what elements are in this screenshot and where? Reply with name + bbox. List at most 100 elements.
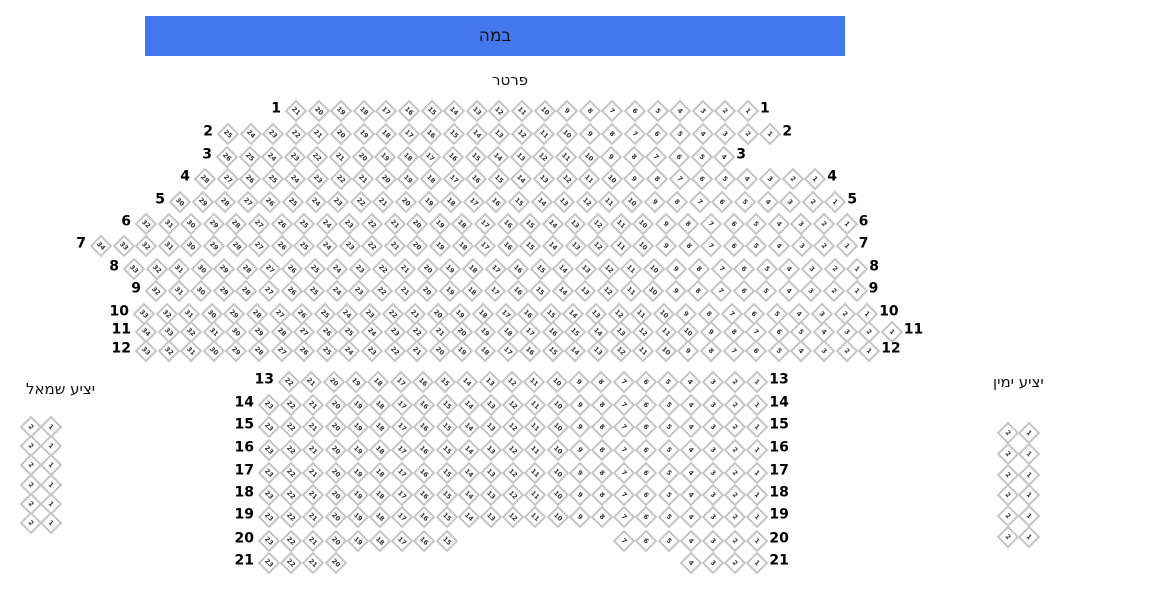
seat-row-13[interactable]: 22 <box>277 370 301 394</box>
seat-row-16[interactable]: 4 <box>679 438 703 462</box>
seat-row-18[interactable]: 23 <box>257 483 281 507</box>
seat-row-16[interactable]: 13 <box>479 438 503 462</box>
seat-row-6[interactable]: 16 <box>496 212 519 236</box>
seat-row-5[interactable]: 13 <box>552 190 576 214</box>
seat-row-8[interactable]: 28 <box>235 257 259 281</box>
seat-row-5[interactable]: 25 <box>281 190 305 214</box>
seat-row-16[interactable]: 14 <box>457 438 481 462</box>
seat-row-9[interactable]: 12 <box>596 279 620 303</box>
seat-row-14[interactable]: 18 <box>368 393 392 417</box>
seat-row-2[interactable]: 12 <box>510 122 534 146</box>
seat-row-21[interactable]: 20 <box>324 551 347 575</box>
seat-row-7[interactable]: 21 <box>383 234 407 258</box>
seat-row-5[interactable]: 17 <box>462 190 486 214</box>
seat-row-5[interactable]: 20 <box>394 190 418 214</box>
seat-row-16[interactable]: 21 <box>302 438 325 462</box>
seat-row-12[interactable]: 1 <box>857 339 881 363</box>
seat-row-3[interactable]: 13 <box>509 145 533 169</box>
seat-row-19[interactable]: 8 <box>590 505 614 529</box>
seat-row-16[interactable]: 18 <box>368 438 392 462</box>
seat-row-7[interactable]: 20 <box>406 234 429 258</box>
seat-row-8[interactable]: 27 <box>258 257 281 281</box>
seat-row-6[interactable]: 21 <box>383 212 406 236</box>
seat-row-18[interactable]: 6 <box>635 483 658 507</box>
seat-row-1[interactable]: 13 <box>465 99 489 123</box>
seat-row-6[interactable]: 2 <box>812 212 836 236</box>
seat-row-12[interactable]: 3 <box>812 339 836 363</box>
seat-row-14[interactable]: 23 <box>257 393 281 417</box>
seat-row-13[interactable]: 1 <box>745 370 769 394</box>
seat-row-12[interactable]: 16 <box>518 339 542 363</box>
seat-row-21[interactable]: 2 <box>723 551 747 575</box>
seat-row-15[interactable]: 22 <box>279 415 303 439</box>
seat-row-14[interactable]: 8 <box>590 393 614 417</box>
seat-row-5[interactable]: 2 <box>801 190 825 214</box>
seat-row-19[interactable]: 16 <box>413 505 436 529</box>
seat-row-7[interactable]: 16 <box>496 234 520 258</box>
seat-row-18[interactable]: 18 <box>368 483 392 507</box>
seat-row-6[interactable]: 29 <box>202 212 226 236</box>
seat-row-2[interactable]: 21 <box>307 122 330 146</box>
seat-row-7[interactable]: 22 <box>360 234 384 258</box>
seat-row-4[interactable]: 15 <box>487 167 511 191</box>
seat-row-15[interactable]: 4 <box>679 415 703 439</box>
seat-row-12[interactable]: 24 <box>338 339 361 363</box>
seat-row-4[interactable]: 19 <box>397 167 420 191</box>
seat-row-13[interactable]: 9 <box>567 370 591 394</box>
seat-row-14[interactable]: 13 <box>479 393 503 417</box>
seat-row-9[interactable]: 28 <box>235 279 258 303</box>
seat-row-2[interactable]: 2 <box>736 122 760 146</box>
seat-row-2[interactable]: 20 <box>329 122 353 146</box>
seat-row-3[interactable]: 17 <box>419 145 442 169</box>
seat-row-20[interactable]: 5 <box>657 529 680 553</box>
seat-row-9[interactable]: 29 <box>212 279 236 303</box>
seat-row-2[interactable]: 8 <box>600 122 624 146</box>
seat-row-17[interactable]: 1 <box>746 461 769 485</box>
seat-row-17[interactable]: 9 <box>568 461 592 485</box>
seat-row-14[interactable]: 11 <box>524 393 547 417</box>
seat-row-9[interactable]: 10 <box>641 279 665 303</box>
seat-row-5[interactable]: 12 <box>575 190 599 214</box>
seat-row-7[interactable]: 33 <box>112 234 135 258</box>
seat-row-13[interactable]: 5 <box>656 370 680 394</box>
seat-row-16[interactable]: 6 <box>635 438 658 462</box>
seat-row-17[interactable]: 22 <box>279 461 303 485</box>
seat-row-12[interactable]: 26 <box>292 339 316 363</box>
seat-row-20[interactable]: 22 <box>279 529 303 553</box>
seat-row-12[interactable]: 11 <box>631 339 655 363</box>
seat-row-2[interactable]: 18 <box>374 122 398 146</box>
seat-row-12[interactable]: 6 <box>744 339 768 363</box>
seat-row-15[interactable]: 20 <box>324 415 347 439</box>
seat-row-12[interactable]: 18 <box>473 339 497 363</box>
seat-row-1[interactable]: 7 <box>601 99 624 123</box>
seat-row-6[interactable]: 14 <box>541 212 565 236</box>
seat-row-2[interactable]: 3 <box>713 122 737 146</box>
seat-row-5[interactable]: 22 <box>349 190 373 214</box>
seat-row-17[interactable]: 16 <box>413 461 436 485</box>
seat-row-5[interactable]: 26 <box>259 190 282 214</box>
seat-row-19[interactable]: 2 <box>723 505 747 529</box>
seat-row-14[interactable]: 21 <box>302 393 325 417</box>
seat-row-5[interactable]: 30 <box>168 190 192 214</box>
seat-row-1[interactable]: 18 <box>352 99 376 123</box>
seat-row-16[interactable]: 11 <box>524 438 547 462</box>
seat-row-1[interactable]: 15 <box>420 99 443 123</box>
seat-row-19[interactable]: 19 <box>346 505 370 529</box>
seat-row-6[interactable]: 3 <box>790 212 813 236</box>
seat-row-15[interactable]: 10 <box>546 415 569 439</box>
seat-row-2[interactable]: 4 <box>691 122 714 146</box>
seat-row-16[interactable]: 5 <box>657 438 680 462</box>
seat-row-20[interactable]: 4 <box>679 529 703 553</box>
seat-row-2[interactable]: 24 <box>239 122 262 146</box>
seat-row-1[interactable]: 9 <box>555 99 579 123</box>
seat-row-13[interactable]: 7 <box>612 370 635 394</box>
seat-row-8[interactable]: 5 <box>755 257 779 281</box>
seat-row-3[interactable]: 4 <box>712 145 736 169</box>
seat-row-5[interactable]: 29 <box>191 190 214 214</box>
seat-row-20[interactable]: 20 <box>324 529 347 553</box>
seat-row-6[interactable]: 4 <box>767 212 791 236</box>
seat-row-15[interactable]: 2 <box>723 415 747 439</box>
right-balcony-seat[interactable]: 1 <box>1017 421 1041 445</box>
seat-row-6[interactable]: 27 <box>247 212 271 236</box>
seat-row-13[interactable]: 17 <box>389 370 412 394</box>
